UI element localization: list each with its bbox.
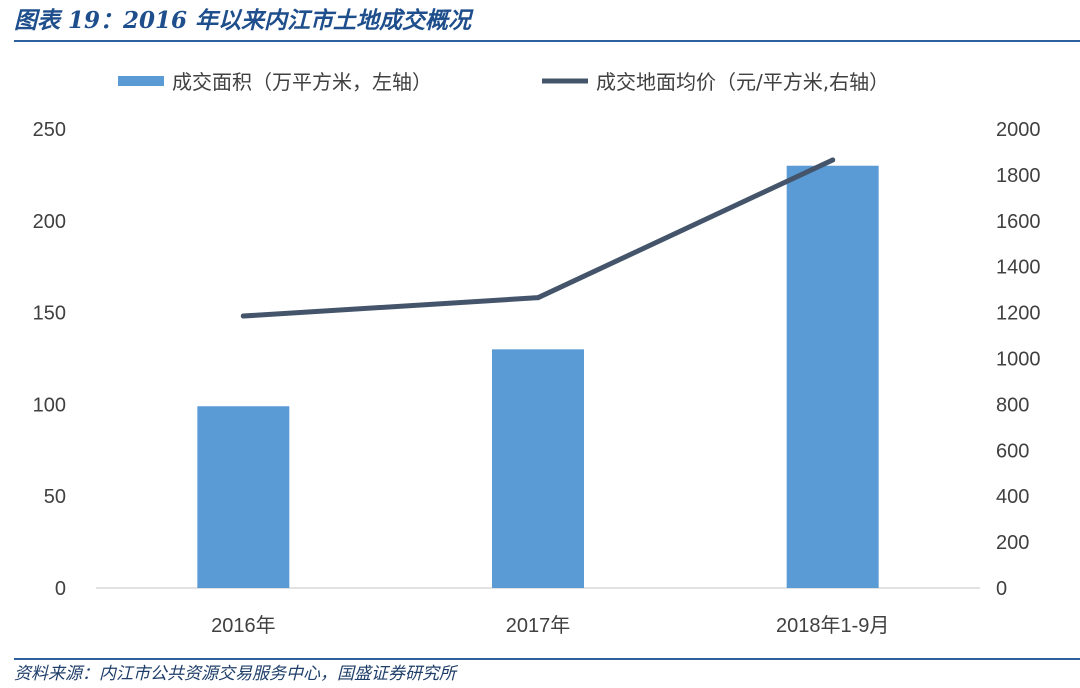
bar-area-2016年	[197, 406, 290, 588]
bar-area-2018年1-9月	[786, 165, 879, 588]
y-right-tick-label: 1400	[996, 257, 1041, 279]
legend-line-label: 成交地面均价（元/平方米,右轴）	[596, 70, 889, 94]
y-left-tick-label: 0	[55, 578, 66, 600]
y-left-tick-label: 200	[33, 211, 66, 233]
y-right-tick-label: 600	[996, 440, 1029, 462]
y-right-tick-label: 0	[996, 578, 1007, 600]
legend: 成交面积（万平方米，左轴） 成交地面均价（元/平方米,右轴）	[118, 70, 889, 94]
y-right-tick-label: 1200	[996, 303, 1041, 325]
y-right-tick-label: 1000	[996, 349, 1041, 371]
y-right-tick-label: 800	[996, 394, 1029, 416]
figure-title: 图表 19：2016 年以来内江市土地成交概况	[14, 7, 472, 34]
y-right-tick-label: 1600	[996, 211, 1041, 233]
legend-bar-swatch	[118, 76, 164, 86]
x-tick-label: 2018年1-9月	[776, 614, 889, 637]
price-point-2017年	[535, 295, 541, 301]
y-left-tick-label: 100	[33, 394, 66, 416]
price-line	[240, 157, 836, 319]
y-right-tick-label: 1800	[996, 165, 1041, 187]
title-rule	[14, 40, 1080, 42]
source-note: 资料来源：内江市公共资源交易服务中心，国盛证券研究所	[14, 664, 456, 684]
plot-area: 0 50 100 150 200 250 0 200 400 600 800 1000 1200 1400…	[33, 119, 1041, 637]
x-tick-label: 2016年	[211, 614, 276, 637]
footer-rule	[14, 658, 1080, 660]
bar-area-2017年	[492, 349, 584, 588]
legend-bar-label: 成交面积（万平方米，左轴）	[172, 70, 432, 94]
y-left-tick-label: 50	[44, 486, 66, 508]
price-point-2016年	[240, 313, 246, 319]
y-right-tick-label: 200	[996, 532, 1029, 554]
y-right-tick-label: 2000	[996, 119, 1041, 141]
y-left-tick-label: 150	[33, 303, 66, 325]
x-tick-label: 2017年	[506, 614, 571, 637]
y-right-tick-label: 400	[996, 486, 1029, 508]
price-point-2018年1-9月	[830, 157, 836, 163]
y-left-tick-label: 250	[33, 119, 66, 141]
